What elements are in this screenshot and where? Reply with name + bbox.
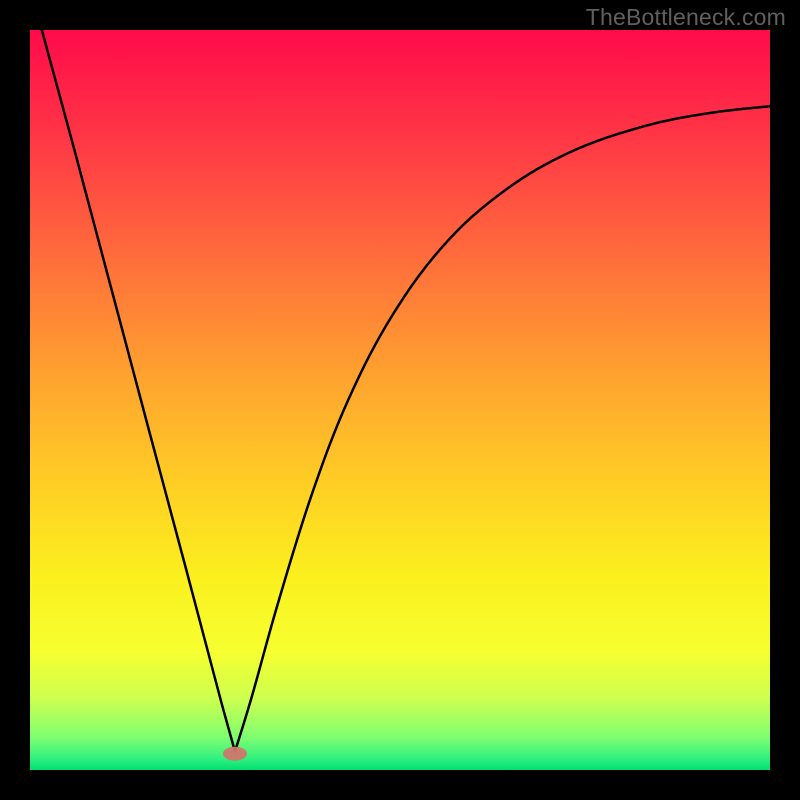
minimum-marker: [223, 747, 247, 761]
chart-svg: [0, 0, 800, 800]
chart-frame: TheBottleneck.com: [0, 0, 800, 800]
watermark-text: TheBottleneck.com: [586, 4, 786, 31]
